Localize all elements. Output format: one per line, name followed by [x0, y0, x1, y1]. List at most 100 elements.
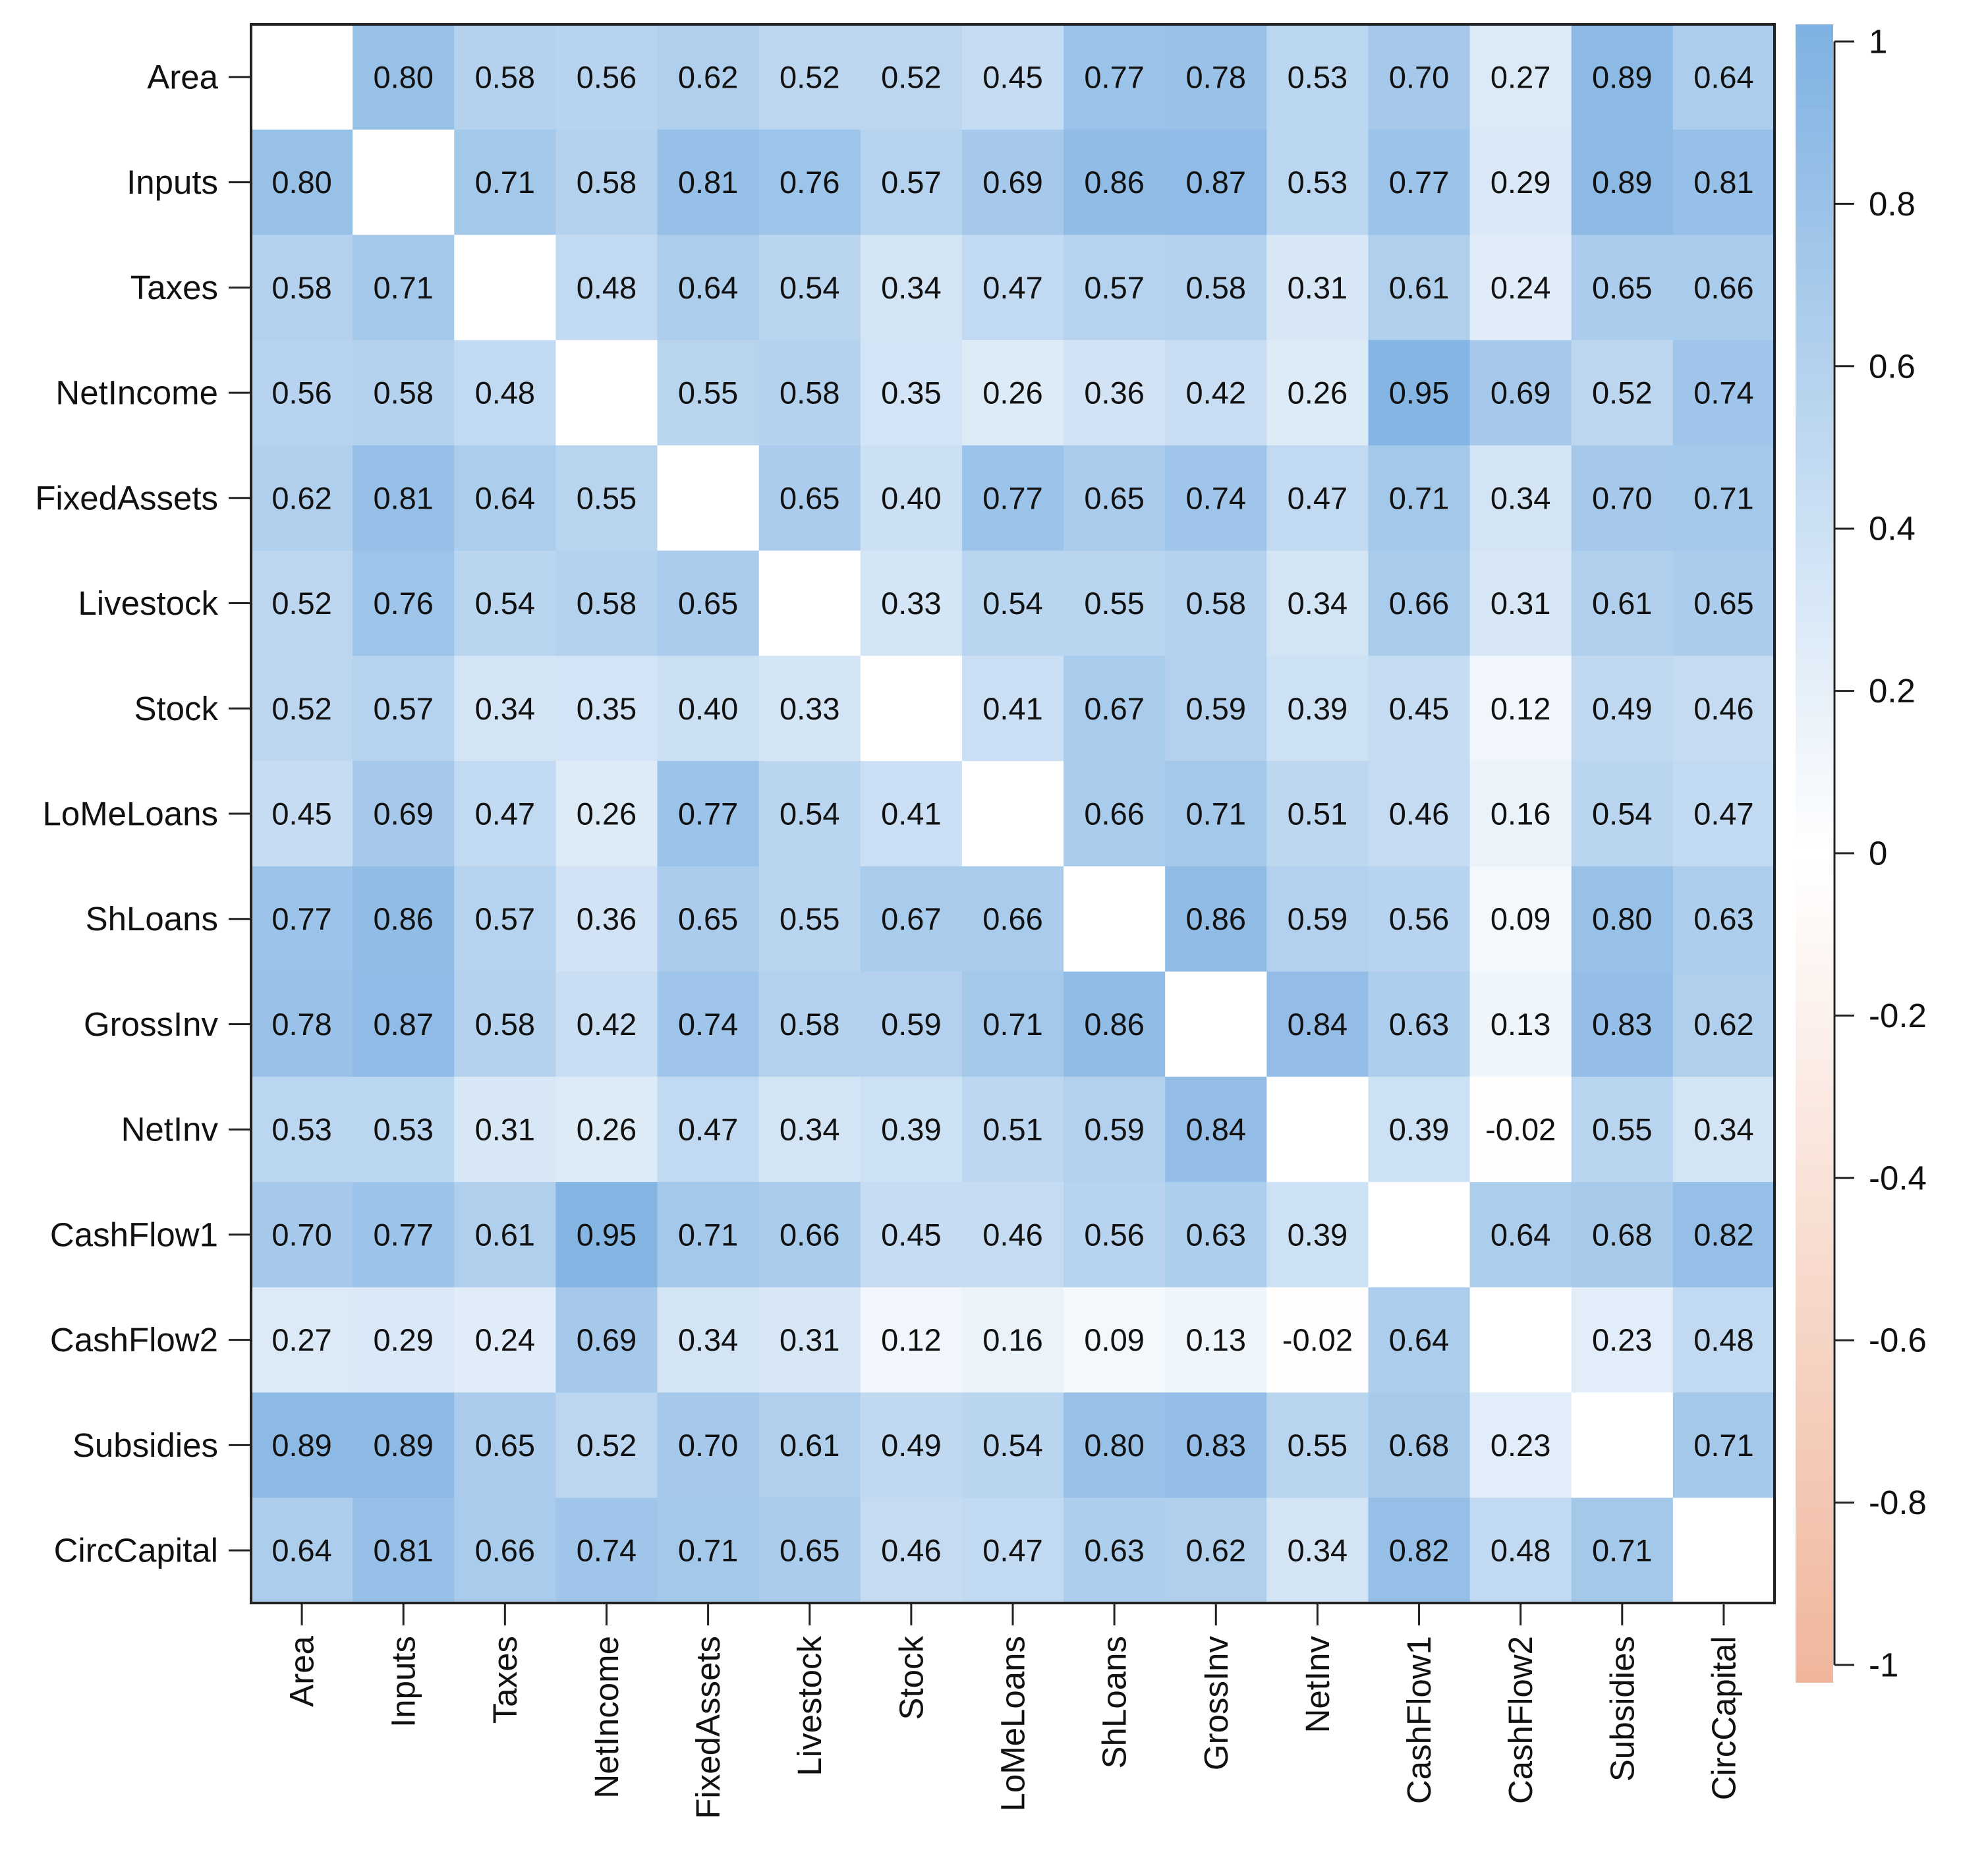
heatmap-cell-value: 0.63 — [1084, 1533, 1144, 1568]
heatmap-cell — [353, 1077, 455, 1183]
heatmap-cell — [1165, 1287, 1267, 1393]
heatmap-cell-value: 0.39 — [1288, 1217, 1348, 1252]
heatmap-cell — [860, 340, 963, 446]
color-legend-strip — [1796, 1466, 1833, 1476]
heatmap-cell — [1165, 129, 1267, 236]
color-legend-strip — [1796, 546, 1833, 556]
heatmap-cell-value: 0.61 — [1389, 270, 1449, 305]
heatmap-cell — [1266, 24, 1369, 130]
color-legend-strip — [1796, 1483, 1833, 1492]
color-legend-strip — [1796, 919, 1833, 929]
heatmap-cell — [1266, 1392, 1369, 1498]
heatmap-cell — [1672, 1392, 1775, 1498]
heatmap-cell — [1368, 129, 1471, 236]
heatmap-cell — [860, 1392, 963, 1498]
color-legend-strip — [1796, 1375, 1833, 1385]
color-legend-strip — [1796, 646, 1833, 656]
heatmap-cell-value: 0.64 — [1389, 1322, 1449, 1357]
color-legend-strip — [1796, 770, 1833, 779]
heatmap-cell-value: 0.83 — [1592, 1007, 1652, 1042]
heatmap-cell — [758, 1392, 861, 1498]
color-legend-strip — [1796, 1011, 1833, 1020]
heatmap-cell — [353, 24, 455, 130]
heatmap-cell-value: 0.57 — [1084, 270, 1144, 305]
color-legend-strip — [1796, 372, 1833, 381]
heatmap-cell-value: 0.64 — [678, 270, 738, 305]
heatmap-cell-value: 0.74 — [1186, 480, 1246, 515]
heatmap-cell — [1672, 866, 1775, 972]
heatmap-cell — [1571, 866, 1674, 972]
color-legend-strip — [1796, 944, 1833, 953]
heatmap-cell — [657, 1287, 760, 1393]
heatmap-cell — [251, 761, 353, 867]
heatmap-cell — [1469, 235, 1572, 341]
x-axis-tick-label: NetInv — [1299, 1636, 1336, 1733]
heatmap-cell — [1469, 1392, 1572, 1498]
heatmap-cell-value: 0.66 — [1693, 270, 1753, 305]
heatmap-cell-value: 0.34 — [881, 270, 941, 305]
heatmap-cell-value: 0.58 — [475, 1007, 535, 1042]
heatmap-cell — [1469, 1182, 1572, 1288]
color-legend-strip — [1796, 604, 1833, 614]
color-legend-strip — [1796, 878, 1833, 887]
y-axis-tick-label: NetIncome — [55, 374, 218, 412]
color-legend-strip — [1796, 1433, 1833, 1443]
heatmap-cell — [1672, 971, 1775, 1077]
heatmap-cell-value: 0.34 — [780, 1112, 839, 1147]
heatmap-cell — [1064, 1498, 1166, 1604]
color-legend-strip — [1796, 497, 1833, 506]
color-legend-strip — [1796, 1417, 1833, 1426]
color-legend-strip — [1796, 1110, 1833, 1119]
heatmap-cell — [657, 1392, 760, 1498]
color-legend-tick-label: -1 — [1869, 1646, 1898, 1684]
color-legend-strip — [1796, 1507, 1833, 1517]
y-axis-tick-label: NetInv — [121, 1111, 219, 1148]
color-legend-strip — [1796, 828, 1833, 837]
color-legend-strip — [1796, 538, 1833, 548]
heatmap-cell — [1571, 971, 1674, 1077]
heatmap-cell-value: 0.13 — [1186, 1322, 1246, 1357]
color-legend-strip — [1796, 629, 1833, 638]
heatmap-cell — [454, 550, 556, 656]
heatmap-cell — [1368, 656, 1471, 762]
heatmap-cell-value: 0.80 — [1592, 901, 1652, 936]
heatmap-cell-value: 0.77 — [271, 901, 331, 936]
color-legend-strip — [1796, 1102, 1833, 1111]
heatmap-cell — [1571, 761, 1674, 867]
heatmap-cell-value: 0.71 — [373, 270, 433, 305]
heatmap-cell-value: 0.55 — [577, 480, 637, 515]
heatmap-cell — [1672, 340, 1775, 446]
heatmap-cell-value: 0.53 — [271, 1112, 331, 1147]
color-legend-strip — [1796, 671, 1833, 680]
color-legend-strip — [1796, 1458, 1833, 1467]
color-legend-strip — [1796, 952, 1833, 962]
heatmap-cell — [1672, 1077, 1775, 1183]
heatmap-cell-value: 0.86 — [1084, 1007, 1144, 1042]
heatmap-cell — [758, 1287, 861, 1393]
color-legend-strip — [1796, 695, 1833, 705]
heatmap-cell — [353, 1182, 455, 1288]
heatmap-cell — [758, 129, 861, 236]
heatmap-cell — [353, 866, 455, 972]
color-legend-strip — [1796, 961, 1833, 970]
color-legend-strip — [1796, 1160, 1833, 1169]
heatmap-cell — [657, 24, 760, 130]
color-legend-strip — [1796, 1085, 1833, 1094]
color-legend-strip — [1796, 32, 1833, 42]
heatmap-cell — [454, 1287, 556, 1393]
color-legend-strip — [1796, 555, 1833, 564]
heatmap-cell — [1368, 340, 1471, 446]
heatmap-cell-value: 0.46 — [881, 1533, 941, 1568]
heatmap-cell-diagonal — [251, 24, 353, 130]
color-legend-strip — [1796, 1317, 1833, 1327]
heatmap-cell — [454, 129, 556, 236]
heatmap-cell-value: 0.81 — [373, 1533, 433, 1568]
heatmap-cell — [251, 129, 353, 236]
heatmap-cell — [758, 1498, 861, 1604]
heatmap-cell-value: 0.34 — [1288, 1533, 1348, 1568]
heatmap-cell — [1368, 235, 1471, 341]
heatmap-cell — [1165, 866, 1267, 972]
color-legend-strip — [1796, 1019, 1833, 1028]
heatmap-cell-value: 0.56 — [577, 59, 637, 94]
heatmap-cell — [555, 866, 658, 972]
